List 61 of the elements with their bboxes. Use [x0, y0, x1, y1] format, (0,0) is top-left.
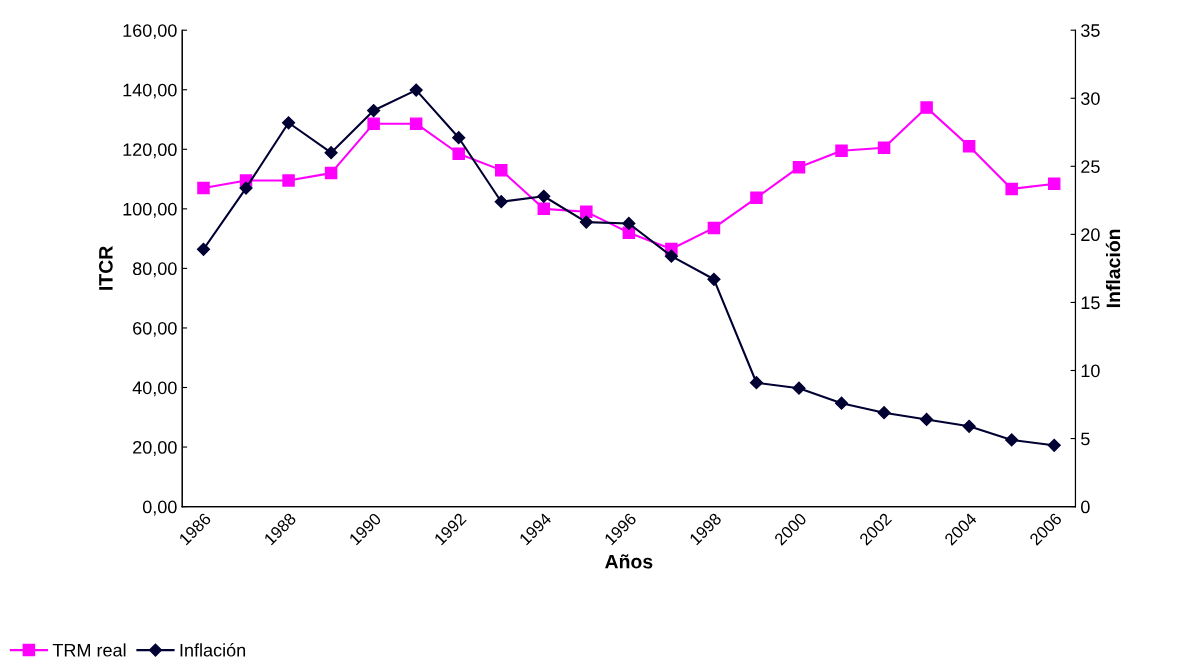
point	[877, 406, 891, 420]
point	[1005, 182, 1018, 196]
point	[367, 103, 381, 118]
point	[409, 117, 423, 130]
legend-label: TRM real	[52, 643, 126, 657]
point	[452, 147, 465, 161]
y-tick-label: 0,00	[142, 500, 177, 516]
y2-tick-label: 25	[1081, 160, 1100, 174]
point	[962, 419, 976, 433]
y-tick-label: 40,00	[132, 381, 177, 397]
point	[367, 117, 380, 130]
y-tick-label: 140,00	[123, 83, 177, 99]
legend-label: Inflación	[180, 643, 246, 657]
y2-tick-label: 5	[1081, 432, 1090, 446]
point	[834, 396, 849, 410]
y2-tick-label: 35	[1081, 24, 1100, 37]
point	[452, 131, 466, 145]
x-axis-title: Años	[605, 554, 653, 569]
y-tick-label: 20,00	[133, 440, 177, 456]
point	[707, 272, 721, 286]
point	[324, 166, 338, 180]
point	[580, 205, 593, 219]
y-axis-title: ITCR	[98, 246, 113, 290]
point	[1047, 177, 1061, 191]
point	[282, 174, 295, 187]
y2-tick-label: 20	[1081, 228, 1100, 242]
point	[1047, 438, 1061, 452]
y-tick-label: 120,00	[123, 143, 177, 159]
point	[579, 215, 593, 229]
point	[537, 189, 551, 203]
point	[750, 191, 763, 205]
y2-tick-label: 10	[1081, 364, 1100, 378]
point	[281, 116, 296, 130]
point	[537, 202, 551, 216]
y2-tick-label: 30	[1081, 92, 1100, 105]
point	[409, 83, 423, 97]
point	[239, 181, 253, 195]
y2-axis-title: Inflación	[1105, 229, 1121, 308]
point	[1005, 433, 1019, 447]
y-tick-label: 60,00	[133, 321, 177, 337]
point	[494, 163, 508, 177]
point	[196, 242, 211, 256]
point	[962, 140, 976, 153]
point	[494, 195, 508, 209]
point	[792, 160, 806, 174]
y-tick-label: 100,00	[123, 202, 177, 218]
point	[877, 141, 891, 155]
point	[664, 249, 678, 263]
point	[707, 221, 721, 235]
point	[749, 376, 764, 390]
y-tick-label: 80,00	[132, 262, 177, 278]
y2-tick-label: 0	[1081, 500, 1090, 514]
point	[920, 412, 934, 427]
point	[835, 144, 848, 158]
point	[197, 181, 210, 195]
point	[792, 381, 806, 395]
y2-tick-label: 15	[1081, 296, 1100, 310]
point	[920, 101, 933, 114]
point	[622, 216, 636, 231]
y-tick-label: 160,00	[123, 24, 177, 40]
point	[324, 146, 338, 160]
